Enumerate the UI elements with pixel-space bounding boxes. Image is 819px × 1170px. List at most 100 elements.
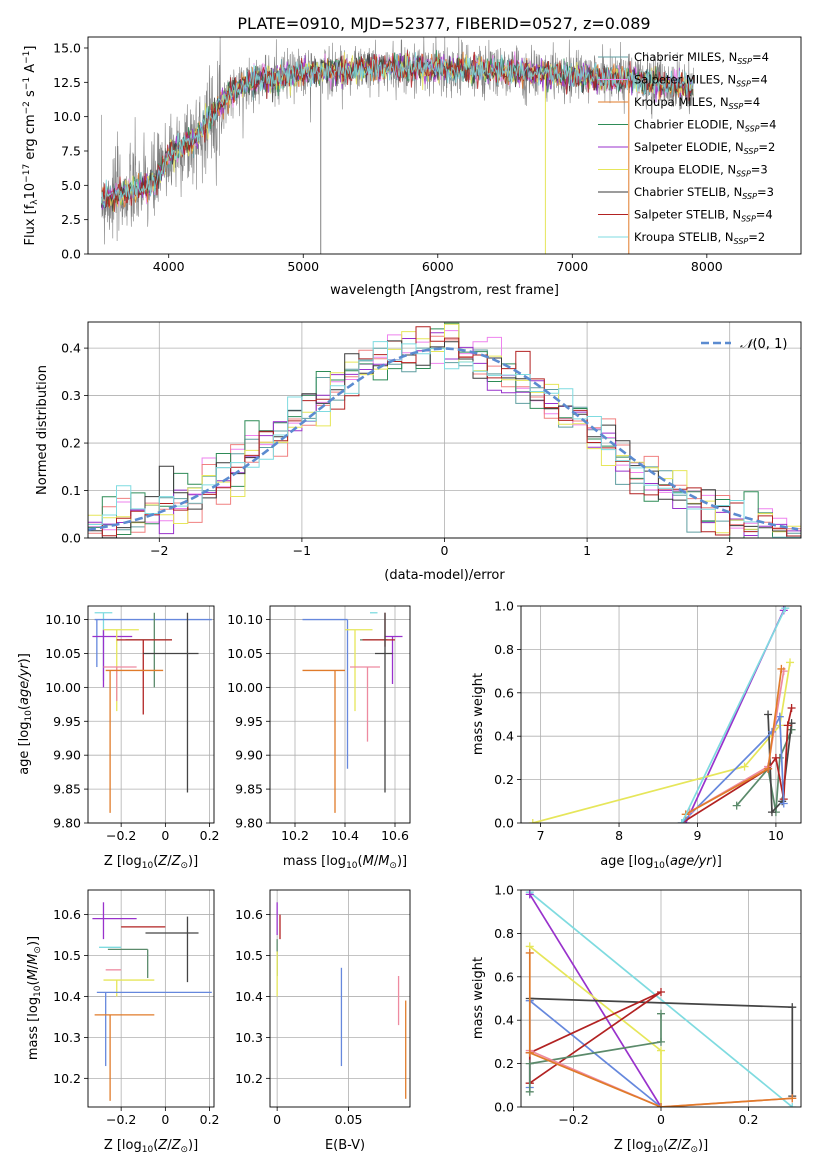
y-tick-label: 0.0 (494, 816, 514, 831)
x-tick-label: 0 (441, 543, 449, 558)
residual-histogram (88, 341, 801, 538)
plot-area (528, 606, 796, 823)
x-tick-label: 10.4 (331, 828, 359, 843)
y-tick-label: 10.5 (235, 948, 263, 963)
y-tick-label: 10.00 (227, 680, 263, 695)
y-tick-label: 2.5 (61, 212, 81, 227)
y-tick-label: 9.80 (235, 816, 263, 831)
x-axis-label: (data-model)/error (384, 568, 505, 583)
x-tick-label: −1 (293, 543, 311, 558)
y-tick-label: 10.05 (45, 646, 81, 661)
y-tick-label: 10.3 (53, 1030, 81, 1045)
x-axis-label: age [log10(age/yr)] (600, 854, 722, 871)
weight-marker (786, 658, 795, 667)
axes-frame (520, 889, 802, 1108)
y-axis-label: Normed distribution (35, 365, 50, 495)
y-tick-label: 9.80 (53, 816, 81, 831)
weight-marker (528, 819, 537, 823)
axes-frame (269, 605, 411, 824)
x-tick-label: 2 (726, 543, 734, 558)
axes-frame (269, 889, 411, 1108)
y-tick-label: 1.0 (494, 883, 514, 898)
weight-marker (783, 721, 792, 730)
x-tick-label: −0.2 (106, 828, 136, 843)
legend-label: Salpeter STELIB, NSSP=4 (634, 208, 773, 224)
weight-marker (732, 801, 741, 810)
x-axis-label: E(B-V) (325, 1138, 365, 1153)
weight-marker (657, 1009, 665, 1018)
y-axis-label: mass weight (471, 957, 486, 1039)
weight-marker (740, 762, 749, 771)
chart-weight-vs-Z: −0.2 0 0.2 0.0 0.2 0.4 0.6 0.8 1.0 Z [log10(Z/Z⊙)… (471, 883, 802, 1155)
y-tick-label: 10.4 (235, 989, 263, 1004)
residual-histogram (88, 340, 801, 538)
axes-frame (87, 889, 215, 1108)
plot-area (525, 890, 797, 1107)
y-tick-label: 0.2 (494, 772, 514, 787)
y-tick-label: 0.8 (494, 642, 514, 657)
y-tick-label: 9.85 (53, 782, 81, 797)
plot-area (88, 322, 801, 538)
x-tick-label: 8000 (691, 259, 723, 274)
plot-area (92, 902, 212, 1101)
weight-marker (677, 819, 686, 823)
x-tick-label: 0 (273, 1112, 281, 1127)
chart-weight-vs-age: 7 8 9 10 0.0 0.2 0.4 0.6 0.8 1.0 age [log10(age/yr… (471, 599, 802, 871)
axes-frame (520, 605, 802, 824)
weight-line (528, 952, 793, 1107)
x-tick-label: 0.2 (739, 1112, 759, 1127)
y-axis-label: mass weight (471, 673, 486, 755)
figure-title: PLATE=0910, MJD=52377, FIBERID=0527, z=0… (237, 14, 650, 33)
axes-frame (87, 605, 215, 824)
y-tick-label: 9.90 (235, 748, 263, 763)
y-tick-label: 0.4 (61, 341, 81, 356)
x-tick-label: 8 (615, 828, 623, 843)
weight-marker (779, 799, 788, 808)
weight-marker (525, 890, 534, 899)
x-tick-label: 0 (161, 1112, 169, 1127)
y-tick-label: 0.2 (494, 1056, 514, 1071)
y-tick-label: 12.5 (53, 75, 81, 90)
weight-line (529, 945, 662, 1107)
y-tick-label: 0.0 (494, 1100, 514, 1115)
y-tick-label: 9.95 (235, 714, 263, 729)
x-tick-label: 0.2 (200, 1112, 220, 1127)
y-tick-label: 10.10 (227, 612, 263, 627)
y-tick-label: 10.6 (53, 907, 81, 922)
x-axis-label: Z [log10(Z/Z⊙)] (104, 1138, 198, 1155)
weight-line (528, 998, 662, 1107)
x-tick-label: 4000 (153, 259, 185, 274)
y-tick-label: 9.95 (53, 714, 81, 729)
y-tick-label: 0.2 (61, 436, 81, 451)
x-tick-label: 10.2 (281, 828, 309, 843)
y-tick-label: 10.2 (53, 1071, 81, 1086)
weight-marker (764, 764, 773, 773)
legend-label: Kroupa MILES, NSSP=4 (634, 95, 760, 111)
weight-marker (657, 987, 665, 996)
legend-label: Chabrier ELODIE, NSSP=4 (634, 118, 776, 134)
y-tick-label: 0.8 (494, 926, 514, 941)
y-tick-label: 10.0 (53, 109, 81, 124)
weight-line (681, 713, 785, 823)
x-axis-label: wavelength [Angstrom, rest frame] (330, 283, 559, 298)
weight-line (681, 707, 793, 823)
normal-curve (88, 347, 799, 531)
weight-marker (657, 1103, 665, 1107)
weight-line (767, 714, 793, 815)
y-tick-label: 10.2 (235, 1071, 263, 1086)
y-tick-label: 0.4 (494, 1013, 514, 1028)
chart-residuals: −2 −1 0 1 2 0.0 0.1 0.2 0.3 0.4 𝒩(0, 1) (data-model… (35, 321, 802, 583)
y-tick-label: 0.0 (61, 531, 81, 546)
chart-mass-vs-Z: −0.2 0 0.2 10.2 10.3 10.4 10.5 10.6 Z [log10(Z/Z… (26, 889, 220, 1155)
weight-marker (787, 703, 796, 712)
x-axis-label: mass [log10(M/M⊙)] (283, 854, 407, 871)
plot-area (302, 612, 403, 813)
x-tick-label: 0.2 (200, 828, 220, 843)
legend-label: Chabrier STELIB, NSSP=3 (634, 185, 774, 201)
legend-label: Salpeter ELODIE, NSSP=2 (634, 140, 775, 156)
y-tick-label: 0.3 (61, 388, 81, 403)
y-tick-label: 10.05 (227, 646, 263, 661)
y-tick-label: 0.4 (494, 729, 514, 744)
x-tick-label: 0 (657, 1112, 665, 1127)
